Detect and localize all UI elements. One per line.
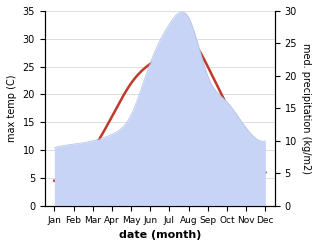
Y-axis label: max temp (C): max temp (C) [7,75,17,142]
Y-axis label: med. precipitation (kg/m2): med. precipitation (kg/m2) [301,43,311,174]
X-axis label: date (month): date (month) [119,230,201,240]
